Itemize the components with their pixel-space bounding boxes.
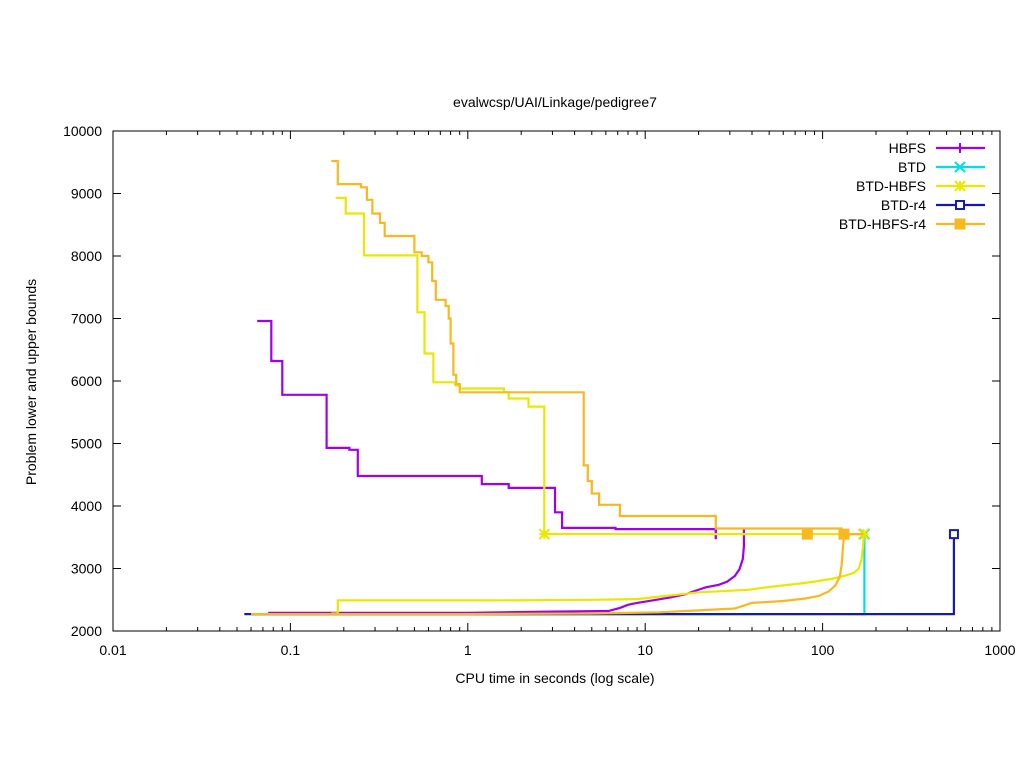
legend-label: BTD <box>898 159 926 175</box>
y-tick-label: 6000 <box>71 373 102 389</box>
x-tick-label: 0.1 <box>281 642 301 658</box>
chart-title: evalwcsp/UAI/Linkage/pedigree7 <box>453 94 657 110</box>
plot-frame <box>112 130 1001 632</box>
series-btd-hbfs <box>331 196 870 615</box>
btd-hbfs-r4-upper-bound-line <box>331 159 843 530</box>
legend-label: HBFS <box>889 140 926 156</box>
legend-item-btd-hbfs: BTD-HBFS <box>856 178 985 194</box>
y-tick-label: 3000 <box>71 561 102 577</box>
hbfs-upper-bound-line <box>257 319 717 540</box>
legend-marker <box>954 161 966 173</box>
x-tick-label: 1 <box>464 642 472 658</box>
hbfs-lower-bound-line <box>268 529 745 614</box>
legend-marker <box>955 143 965 153</box>
series-btd-hbfs-r4 <box>251 159 864 616</box>
btd-hbfs-r4-lower-bound-line <box>251 533 864 616</box>
y-tick-label: 4000 <box>71 498 102 514</box>
x-tick-label: 100 <box>811 642 835 658</box>
legend: HBFS BTD BTD-HBFS BTD-r4 BTD-HBFS-r4 <box>839 140 985 232</box>
legend-marker <box>955 200 965 210</box>
legend-label: BTD-r4 <box>881 197 926 213</box>
legend-label: BTD-HBFS <box>856 178 926 194</box>
series-hbfs <box>257 319 745 614</box>
series-btd-r4 <box>244 529 959 616</box>
legend-marker <box>954 218 966 230</box>
btd-hbfs-lower-bound-line <box>331 534 865 615</box>
y-tick-label: 5000 <box>71 436 102 452</box>
legend-item-btd-hbfs-r4: BTD-HBFS-r4 <box>839 216 985 232</box>
legend-marker <box>954 180 966 192</box>
y-tick-label: 7000 <box>71 311 102 327</box>
y-tick-label: 2000 <box>71 623 102 639</box>
y-tick-label: 10000 <box>63 123 102 139</box>
btd-hbfs-marker <box>538 528 551 540</box>
y-tick-label: 9000 <box>71 186 102 202</box>
legend-item-btd-r4: BTD-r4 <box>881 197 985 213</box>
y-axis-label: Problem lower and upper bounds <box>23 279 39 485</box>
legend-item-btd: BTD <box>898 159 985 175</box>
axes: 2000 3000 4000 5000 6000 7000 8000 9000 10000 0.0… <box>63 123 1016 658</box>
y-tick-label: 8000 <box>71 248 102 264</box>
x-tick-label: 0.01 <box>99 642 126 658</box>
btd-hbfs-r4-marker <box>838 528 850 540</box>
x-tick-label: 1000 <box>984 642 1015 658</box>
series-layer <box>244 159 959 616</box>
btd-hbfs-r4-marker <box>801 528 813 540</box>
x-tick-label: 10 <box>637 642 653 658</box>
legend-label: BTD-HBFS-r4 <box>839 216 926 232</box>
btd-r4-marker <box>948 529 959 540</box>
legend-item-hbfs: HBFS <box>889 140 985 156</box>
x-axis-label: CPU time in seconds (log scale) <box>455 670 654 686</box>
